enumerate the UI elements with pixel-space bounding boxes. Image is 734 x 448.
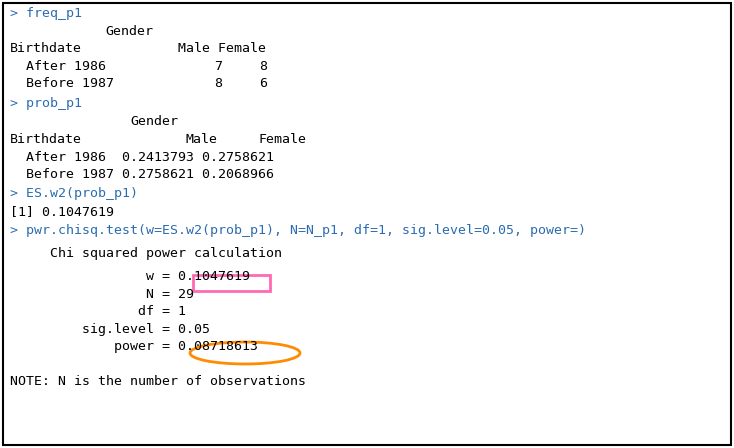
Text: df = 1: df = 1 xyxy=(50,305,186,318)
Text: [1] 0.1047619: [1] 0.1047619 xyxy=(10,205,114,218)
Text: > freq_p1: > freq_p1 xyxy=(10,7,82,20)
Text: 7: 7 xyxy=(214,60,222,73)
Text: Gender: Gender xyxy=(105,25,153,38)
Text: Male Female: Male Female xyxy=(178,42,266,55)
Text: Female: Female xyxy=(258,133,306,146)
Bar xyxy=(193,275,270,291)
Text: Birthdate: Birthdate xyxy=(10,42,82,55)
Text: > pwr.chisq.test(w=ES.w2(prob_p1), N=N_p1, df=1, sig.level=0.05, power=): > pwr.chisq.test(w=ES.w2(prob_p1), N=N_p… xyxy=(10,224,586,237)
Text: 8: 8 xyxy=(214,77,222,90)
Text: 8: 8 xyxy=(259,60,267,73)
Text: Birthdate: Birthdate xyxy=(10,133,82,146)
Text: power = 0.08718613: power = 0.08718613 xyxy=(50,340,258,353)
Text: > prob_p1: > prob_p1 xyxy=(10,97,82,110)
Text: NOTE: N is the number of observations: NOTE: N is the number of observations xyxy=(10,375,306,388)
Text: sig.level = 0.05: sig.level = 0.05 xyxy=(50,323,210,336)
Text: Before 1987: Before 1987 xyxy=(10,77,114,90)
Text: 6: 6 xyxy=(259,77,267,90)
Text: Gender: Gender xyxy=(130,115,178,128)
Text: Before 1987 0.2758621 0.2068966: Before 1987 0.2758621 0.2068966 xyxy=(10,168,274,181)
Text: > ES.w2(prob_p1): > ES.w2(prob_p1) xyxy=(10,187,138,200)
Text: Male: Male xyxy=(185,133,217,146)
Text: After 1986: After 1986 xyxy=(10,60,106,73)
Text: w = 0.1047619: w = 0.1047619 xyxy=(50,270,250,283)
Text: N = 29: N = 29 xyxy=(50,288,194,301)
Text: After 1986  0.2413793 0.2758621: After 1986 0.2413793 0.2758621 xyxy=(10,151,274,164)
Text: Chi squared power calculation: Chi squared power calculation xyxy=(50,247,282,260)
